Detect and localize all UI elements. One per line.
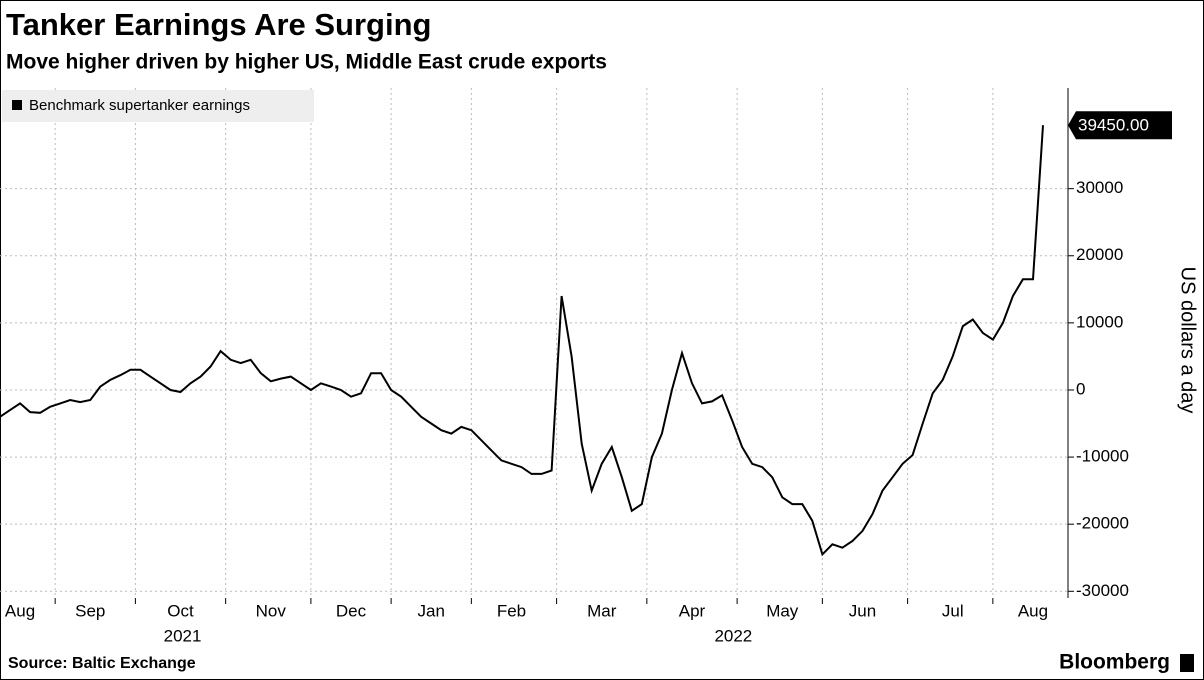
value-label-box	[1068, 111, 1172, 140]
y-tick-label: -10000	[1076, 447, 1129, 466]
x-tick-label: Jun	[849, 601, 876, 620]
y-tick-label: -30000	[1076, 581, 1129, 600]
legend-box	[2, 90, 314, 122]
y-tick-label: 30000	[1076, 178, 1123, 197]
y-tick-label: 10000	[1076, 312, 1123, 331]
chart-title: Tanker Earnings Are Surging	[6, 7, 431, 42]
legend-swatch	[12, 100, 22, 110]
chart-subtitle: Move higher driven by higher US, Middle …	[6, 51, 607, 74]
x-tick-label: Jul	[942, 601, 964, 620]
value-label: 39450.00	[1078, 116, 1149, 135]
x-tick-label: Nov	[256, 601, 287, 620]
y-axis-label: US dollars a day	[1177, 267, 1199, 414]
x-tick-label: Oct	[167, 601, 194, 620]
x-tick-label: Aug	[5, 601, 35, 620]
x-tick-label: Dec	[336, 601, 367, 620]
x-tick-label: Mar	[587, 601, 617, 620]
brand: Bloomberg	[1059, 651, 1170, 674]
year-label: 2021	[164, 626, 202, 645]
y-tick-label: -20000	[1076, 514, 1129, 533]
x-tick-label: Sep	[75, 601, 105, 620]
source: Source: Baltic Exchange	[8, 655, 196, 672]
x-tick-label: Aug	[1018, 601, 1048, 620]
brand-icon	[1180, 654, 1194, 672]
x-tick-label: May	[766, 601, 799, 620]
x-tick-label: Apr	[679, 601, 706, 620]
y-tick-label: 20000	[1076, 245, 1123, 264]
y-tick-label: 0	[1076, 379, 1085, 398]
legend-label: Benchmark supertanker earnings	[29, 97, 250, 114]
x-tick-label: Feb	[497, 601, 526, 620]
line	[0, 125, 1044, 557]
x-tick-label: Jan	[418, 601, 445, 620]
year-label: 2022	[714, 626, 752, 645]
